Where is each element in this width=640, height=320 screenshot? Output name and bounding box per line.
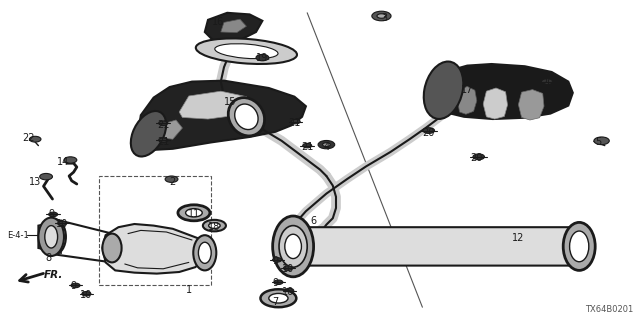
Circle shape (594, 137, 609, 145)
Circle shape (423, 128, 435, 133)
Circle shape (303, 143, 312, 148)
Polygon shape (138, 81, 306, 150)
Text: 21: 21 (157, 137, 170, 148)
Polygon shape (221, 19, 246, 33)
Text: 16: 16 (211, 17, 224, 28)
Text: 10: 10 (282, 287, 294, 297)
Text: 9: 9 (272, 278, 278, 288)
Circle shape (274, 280, 283, 284)
Circle shape (29, 136, 41, 142)
Circle shape (291, 119, 300, 124)
Circle shape (377, 14, 386, 18)
Ellipse shape (102, 234, 122, 262)
Text: 21: 21 (288, 118, 301, 128)
Ellipse shape (285, 234, 301, 259)
Text: 20: 20 (541, 78, 554, 88)
Ellipse shape (209, 223, 220, 228)
Ellipse shape (235, 104, 258, 130)
Text: 12: 12 (512, 233, 525, 244)
Ellipse shape (228, 98, 264, 136)
Text: 9: 9 (48, 209, 54, 220)
Ellipse shape (215, 44, 278, 59)
Text: 10: 10 (56, 219, 68, 229)
Text: 3: 3 (381, 12, 387, 23)
Polygon shape (205, 13, 262, 42)
Text: 19: 19 (256, 52, 269, 63)
Ellipse shape (203, 220, 226, 231)
Text: 9: 9 (70, 281, 77, 292)
Circle shape (318, 140, 335, 149)
Circle shape (372, 11, 391, 21)
Ellipse shape (424, 61, 463, 119)
Ellipse shape (260, 289, 296, 307)
Ellipse shape (48, 226, 61, 248)
Text: 9: 9 (272, 256, 278, 266)
Circle shape (285, 288, 294, 293)
Text: 20: 20 (422, 128, 435, 138)
Circle shape (165, 176, 178, 182)
Polygon shape (483, 88, 508, 119)
Ellipse shape (570, 231, 589, 262)
Text: 2: 2 (170, 177, 176, 188)
Bar (99, 176, 211, 285)
Polygon shape (458, 86, 477, 114)
Text: TX64B0201: TX64B0201 (586, 305, 634, 314)
Ellipse shape (186, 209, 202, 217)
Circle shape (64, 157, 77, 163)
Circle shape (58, 221, 67, 226)
Ellipse shape (43, 219, 66, 254)
Text: FR.: FR. (44, 269, 63, 280)
Circle shape (159, 138, 168, 142)
Circle shape (284, 266, 292, 270)
Circle shape (40, 173, 52, 180)
Circle shape (473, 154, 484, 160)
Polygon shape (102, 224, 208, 274)
Ellipse shape (178, 205, 210, 221)
Text: E-4-1: E-4-1 (7, 231, 29, 240)
Ellipse shape (131, 111, 166, 156)
Text: 18: 18 (208, 222, 221, 232)
Ellipse shape (38, 218, 64, 256)
Ellipse shape (273, 216, 314, 277)
Text: 10: 10 (80, 290, 93, 300)
Polygon shape (432, 64, 573, 119)
Text: 7: 7 (272, 297, 278, 308)
Ellipse shape (279, 226, 307, 267)
Polygon shape (179, 91, 253, 119)
Circle shape (71, 283, 80, 288)
Ellipse shape (193, 235, 216, 270)
Text: 5: 5 (595, 137, 602, 148)
Ellipse shape (563, 222, 595, 270)
Circle shape (541, 79, 553, 84)
Text: 6: 6 (310, 216, 317, 226)
Text: 21: 21 (301, 142, 314, 152)
Ellipse shape (45, 226, 58, 248)
Text: 20: 20 (470, 153, 483, 164)
Text: 17: 17 (461, 84, 474, 95)
Circle shape (159, 121, 168, 125)
Ellipse shape (196, 38, 297, 64)
Text: 13: 13 (29, 177, 42, 188)
Circle shape (256, 54, 269, 61)
Ellipse shape (198, 242, 211, 263)
Text: 10: 10 (282, 264, 294, 275)
Ellipse shape (269, 293, 288, 303)
Polygon shape (154, 120, 182, 139)
Polygon shape (38, 221, 61, 253)
Text: 11: 11 (188, 209, 200, 220)
Text: 22: 22 (22, 132, 35, 143)
Text: 8: 8 (45, 252, 51, 263)
Text: 15: 15 (224, 97, 237, 108)
Circle shape (82, 292, 91, 296)
Text: 14: 14 (56, 156, 69, 167)
Text: 21: 21 (157, 120, 170, 130)
Polygon shape (291, 227, 579, 266)
Text: 4: 4 (323, 142, 330, 152)
Text: 1: 1 (186, 284, 192, 295)
Circle shape (323, 143, 330, 147)
Circle shape (49, 212, 58, 217)
Circle shape (273, 258, 282, 262)
Polygon shape (518, 90, 544, 120)
